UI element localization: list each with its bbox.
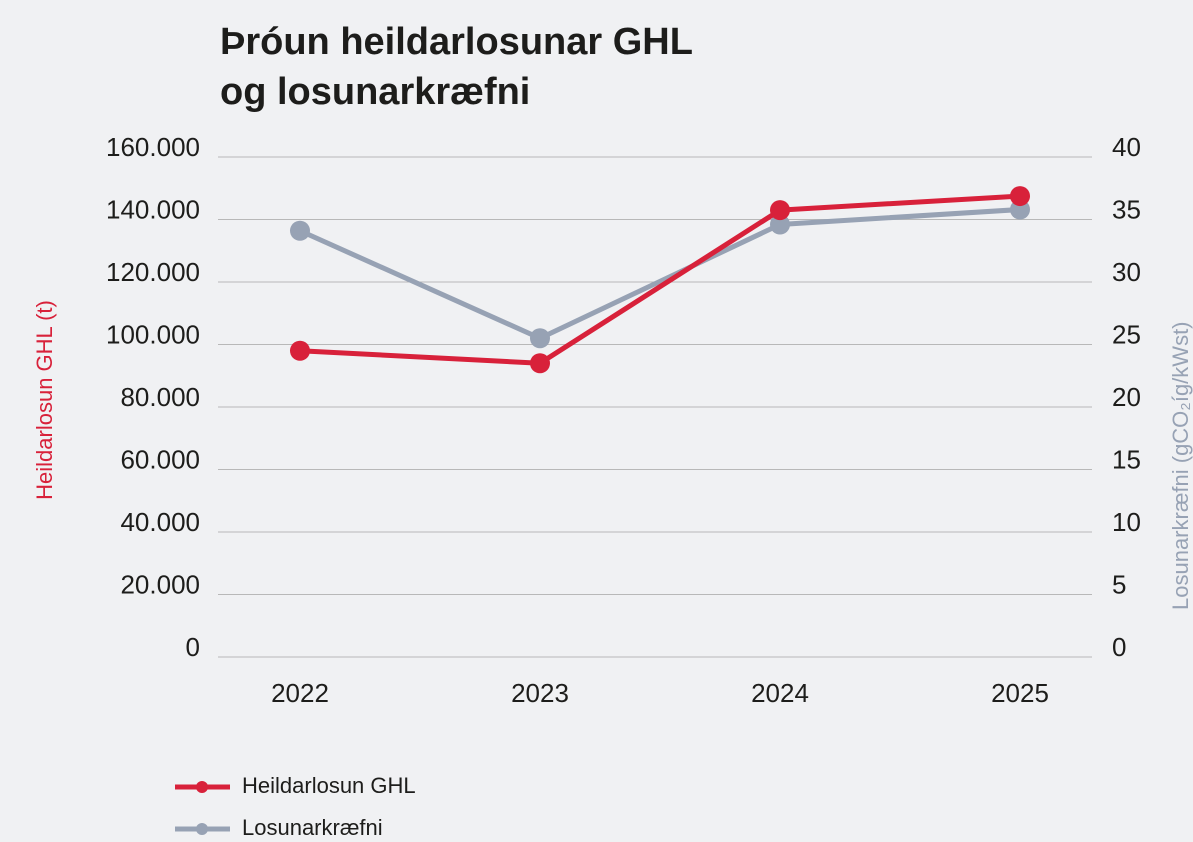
data-point [1010,186,1030,207]
legend-label: Losunarkræfni [242,815,383,840]
y-tick-label: 120.000 [106,257,200,287]
y-tick-label: 20.000 [120,569,200,599]
y-tick-label: 40.000 [120,507,200,537]
y-tick-label: 60.000 [120,444,200,474]
legend-dot [196,823,208,835]
series-line [299,193,1021,366]
y-tick-label: 160.000 [106,132,200,162]
chart-title: Þróun heildarlosunar GHL [220,21,693,63]
data-point [770,214,790,235]
data-point [290,220,310,241]
y2-tick-label: 30 [1112,257,1141,287]
data-point [530,353,550,374]
y-axis-label: Heildarlosun GHL (t) [32,300,57,500]
y2-tick-label: 5 [1112,569,1126,599]
y-tick-label: 140.000 [106,194,200,224]
legend-label: Heildarlosun GHL [242,773,416,798]
data-point [770,200,790,221]
y-tick-label: 0 [186,632,200,662]
x-tick-label: 2024 [751,678,809,708]
y-tick-label: 100.000 [106,319,200,349]
y2-tick-label: 40 [1112,132,1141,162]
y2-tick-label: 15 [1112,444,1141,474]
x-tick-label: 2023 [511,678,569,708]
data-point [290,340,310,361]
x-tick-label: 2022 [271,678,329,708]
legend-dot [196,781,208,793]
data-point [530,328,550,349]
series-line [298,207,1021,341]
y2-tick-label: 10 [1112,507,1141,537]
y2-tick-label: 20 [1112,382,1141,412]
y2-tick-label: 35 [1112,194,1141,224]
y2-axis-label: Losunarkræfni (gCO₂íg/kWst) [1168,321,1193,610]
y2-tick-label: 25 [1112,319,1141,349]
y2-tick-label: 0 [1112,632,1126,662]
chart-title: og losunarkræfni [220,71,530,113]
y-tick-label: 80.000 [120,382,200,412]
x-tick-label: 2025 [991,678,1049,708]
